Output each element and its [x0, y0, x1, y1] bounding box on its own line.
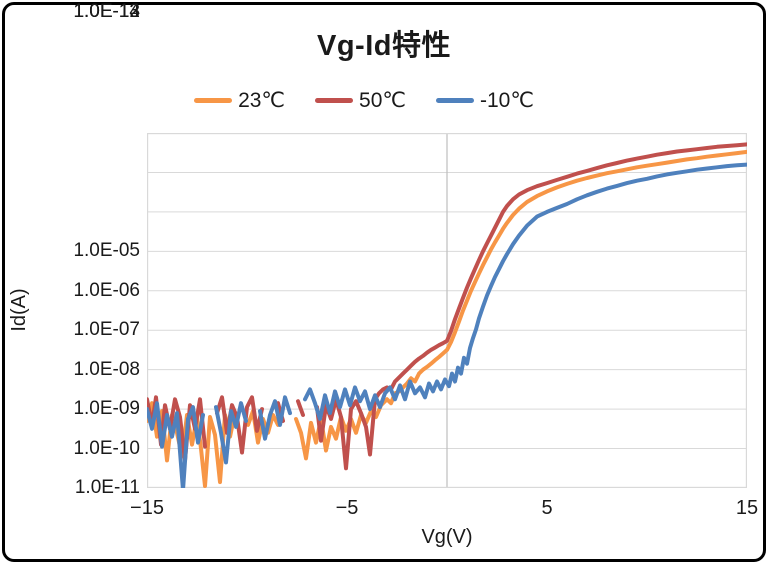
legend-swatch	[315, 98, 354, 103]
y-tick-label: 1.0E-14	[73, 1, 140, 22]
plot-border	[147, 133, 747, 488]
legend-label: 50℃	[359, 89, 406, 112]
y-tick-label: 1.0E-11	[74, 477, 140, 498]
x-tick-label: −15	[130, 497, 164, 519]
x-tick-label: −5	[335, 497, 359, 519]
legend: 23℃ 50℃ -10℃	[0, 88, 768, 113]
y-tick-label: 1.0E-13	[73, 1, 140, 22]
legend-item-23c: 23℃	[194, 88, 285, 113]
chart-title: Vg-Id特性	[317, 30, 451, 62]
x-tick-label: 15	[735, 497, 759, 519]
plot-svg	[147, 133, 747, 488]
y-tick-label: 1.0E-06	[73, 280, 140, 301]
y-tick-label: 1.0E-08	[73, 359, 140, 380]
legend-label: -10℃	[479, 89, 534, 112]
legend-label: 23℃	[238, 89, 286, 112]
x-tick-label: 5	[541, 497, 553, 519]
x-axis-title: Vg(V)	[421, 526, 473, 548]
legend-item-50c: 50℃	[315, 88, 406, 113]
legend-swatch	[435, 98, 474, 103]
y-tick-label: 1.0E-10	[73, 438, 140, 459]
series-line	[147, 162, 747, 488]
y-tick-label: 1.0E-12	[73, 1, 140, 22]
y-tick-label: 1.0E-09	[73, 398, 140, 419]
legend-item-minus10c: -10℃	[435, 88, 534, 113]
y-tick-label: 1.0E-05	[73, 240, 140, 261]
y-tick-label: 1.0E-07	[73, 319, 140, 340]
y-axis-title: Id(A)	[8, 288, 30, 332]
legend-swatch	[194, 98, 233, 103]
